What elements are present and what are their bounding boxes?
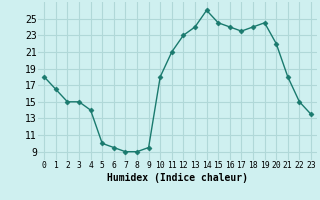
X-axis label: Humidex (Indice chaleur): Humidex (Indice chaleur) (107, 173, 248, 183)
